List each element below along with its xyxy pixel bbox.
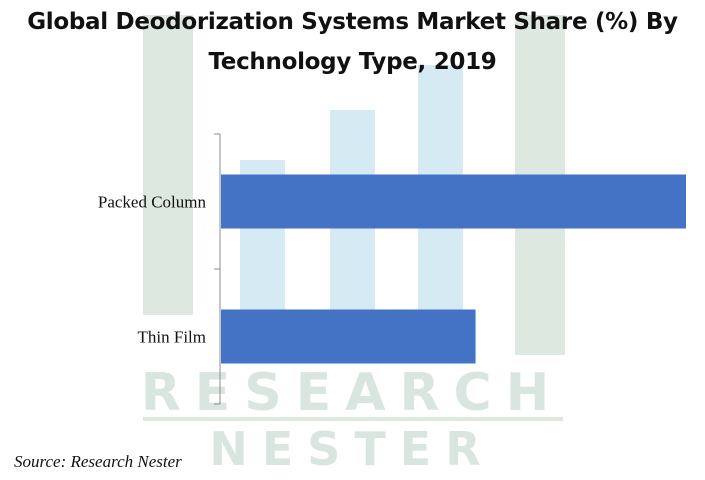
bar-thin-film — [221, 309, 476, 364]
category-label: Thin Film — [138, 328, 206, 347]
chart-title: Global Deodorization Systems Market Shar… — [27, 9, 678, 75]
bar-packed-column — [221, 174, 686, 229]
source-note: Source: Research Nester — [14, 452, 182, 471]
svg-text:RESEARCH: RESEARCH — [141, 363, 564, 423]
category-label: Packed Column — [98, 193, 207, 212]
svg-text:NESTER: NESTER — [209, 422, 494, 476]
